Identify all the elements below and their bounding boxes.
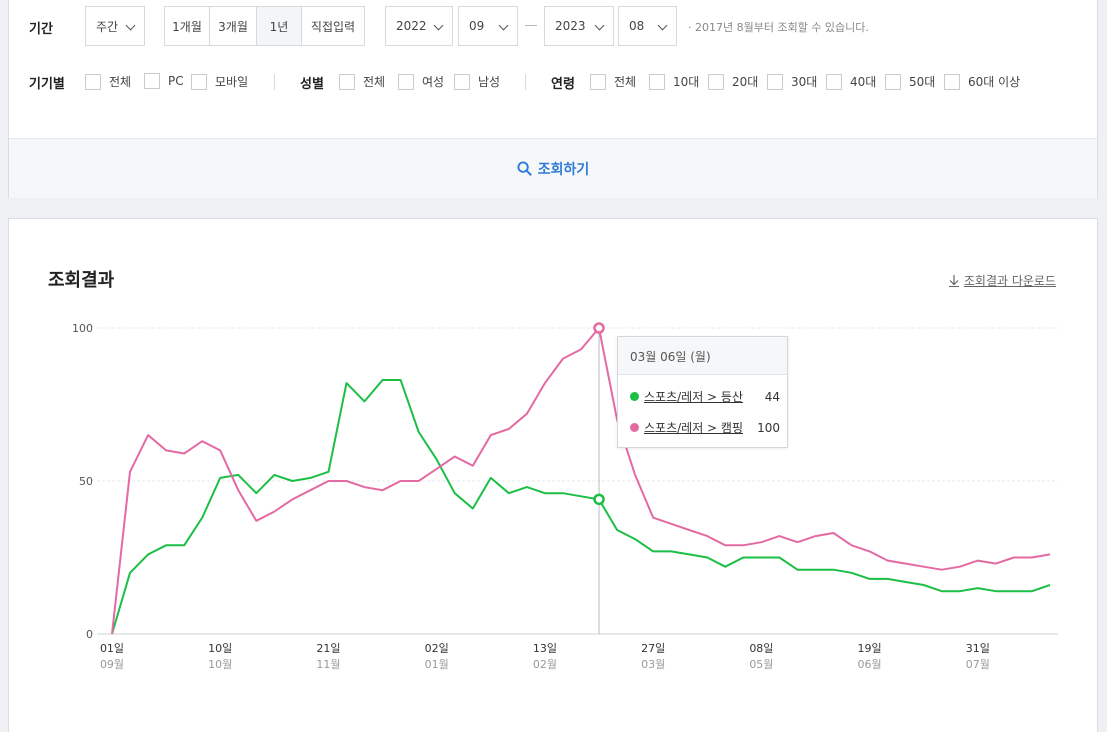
age-50s-checkbox[interactable]: 50대 <box>885 73 935 90</box>
divider <box>525 74 526 90</box>
download-link[interactable]: 조회결과 다운로드 <box>948 272 1056 289</box>
search-icon <box>517 161 532 176</box>
chevron-down-icon <box>657 20 668 31</box>
x-tick-month: 10월 <box>208 658 232 671</box>
range-dash <box>525 25 537 26</box>
x-tick-day: 21일 <box>316 641 340 655</box>
device-label: 기기별 <box>29 77 65 92</box>
x-tick-day: 19일 <box>858 641 882 655</box>
y-tick-label: 50 <box>79 475 93 488</box>
age-20s-checkbox[interactable]: 20대 <box>708 73 758 90</box>
range-1month-button[interactable]: 1개월 <box>164 6 210 46</box>
x-tick-day: 08일 <box>749 641 773 655</box>
period-note: · 2017년 8월부터 조회할 수 있습니다. <box>688 21 869 34</box>
end-year-select[interactable]: 2023 <box>544 6 614 46</box>
x-tick-month: 03월 <box>641 658 665 671</box>
result-panel: 조회결과 조회결과 다운로드 0 50 100 01일 09월 10일 10월 21일 11월 0… <box>8 218 1098 732</box>
device-mobile-checkbox[interactable]: 모바일 <box>191 73 248 90</box>
gender-all-checkbox[interactable]: 전체 <box>339 73 385 90</box>
result-title: 조회결과 <box>48 270 115 291</box>
segment-row: 기기별 전체 PC 모바일 성별 전체 여성 남성 연령 전체 10대 20대 … <box>9 66 1097 96</box>
x-tick-month: 07월 <box>966 658 990 671</box>
age-40s-checkbox[interactable]: 40대 <box>826 73 876 90</box>
tooltip-row-hiking: 스포츠/레저 > 등산 44 <box>630 388 780 405</box>
x-tick-day: 31일 <box>966 641 990 655</box>
y-tick-label: 100 <box>72 322 93 335</box>
y-tick-label: 0 <box>86 628 93 641</box>
tooltip-series-link[interactable]: 스포츠/레저 > 캠핑 <box>644 421 744 435</box>
x-tick-day: 27일 <box>641 641 665 655</box>
tooltip-series-link[interactable]: 스포츠/레저 > 등산 <box>644 390 744 404</box>
divider <box>274 74 275 90</box>
age-60plus-checkbox[interactable]: 60대 이상 <box>944 73 1020 90</box>
tooltip-row-camping: 스포츠/레저 > 캠핑 100 <box>630 419 780 436</box>
period-row: 기간 주간 1개월 3개월 1년 직접입력 2022 09 2023 08 · … <box>9 6 1097 46</box>
chevron-down-icon <box>125 20 136 31</box>
legend-dot <box>630 392 639 401</box>
x-tick-month: 01월 <box>425 658 449 671</box>
x-tick-month: 02월 <box>533 658 557 671</box>
x-tick-day: 13일 <box>533 641 557 655</box>
gender-male-checkbox[interactable]: 남성 <box>454 73 500 90</box>
filter-panel: 기간 주간 1개월 3개월 1년 직접입력 2022 09 2023 08 · … <box>8 0 1098 198</box>
device-all-checkbox[interactable]: 전체 <box>85 73 131 90</box>
series-line-0 <box>111 379 1051 635</box>
x-tick-month: 09월 <box>100 658 124 671</box>
chevron-down-icon <box>433 20 444 31</box>
gender-female-checkbox[interactable]: 여성 <box>398 73 444 90</box>
range-3months-button[interactable]: 3개월 <box>209 6 257 46</box>
age-all-checkbox[interactable]: 전체 <box>590 73 636 90</box>
age-30s-checkbox[interactable]: 30대 <box>767 73 817 90</box>
chart-tooltip: 03월 06일 (월) 스포츠/레저 > 등산 44 스포츠/레저 > 캠핑 1… <box>617 336 788 448</box>
series-line-1 <box>111 327 1051 635</box>
tooltip-value: 44 <box>764 389 780 404</box>
x-tick-month: 06월 <box>858 658 882 671</box>
search-button[interactable]: 조회하기 <box>517 159 589 179</box>
range-custom-button[interactable]: 직접입력 <box>301 6 365 46</box>
range-1year-button[interactable]: 1년 <box>256 6 302 46</box>
chevron-down-icon <box>594 20 605 31</box>
start-year-select[interactable]: 2022 <box>385 6 453 46</box>
period-unit-select[interactable]: 주간 <box>85 6 145 46</box>
highlight-point-0 <box>593 493 605 506</box>
tooltip-value: 100 <box>757 420 780 435</box>
x-tick-day: 01일 <box>100 641 124 655</box>
x-tick-day: 02일 <box>425 641 449 655</box>
chevron-down-icon <box>498 20 509 31</box>
x-tick-month: 05월 <box>749 658 773 671</box>
start-month-select[interactable]: 09 <box>458 6 518 46</box>
download-icon <box>948 275 959 287</box>
search-bar: 조회하기 <box>9 138 1097 198</box>
highlight-point-1 <box>593 322 605 334</box>
legend-dot <box>630 423 639 432</box>
x-tick-month: 11월 <box>316 658 340 671</box>
gender-label: 성별 <box>300 77 324 92</box>
age-10s-checkbox[interactable]: 10대 <box>649 73 699 90</box>
device-pc-checkbox[interactable]: PC <box>144 73 184 89</box>
trend-line-chart: 0 50 100 01일 09월 10일 10월 21일 11월 02일 01월 13일 02월 27일 0… <box>72 322 1058 671</box>
period-label: 기간 <box>29 22 53 37</box>
age-label: 연령 <box>551 77 575 92</box>
x-tick-day: 10일 <box>208 641 232 655</box>
end-month-select[interactable]: 08 <box>618 6 677 46</box>
tooltip-date: 03월 06일 (월) <box>618 337 787 375</box>
